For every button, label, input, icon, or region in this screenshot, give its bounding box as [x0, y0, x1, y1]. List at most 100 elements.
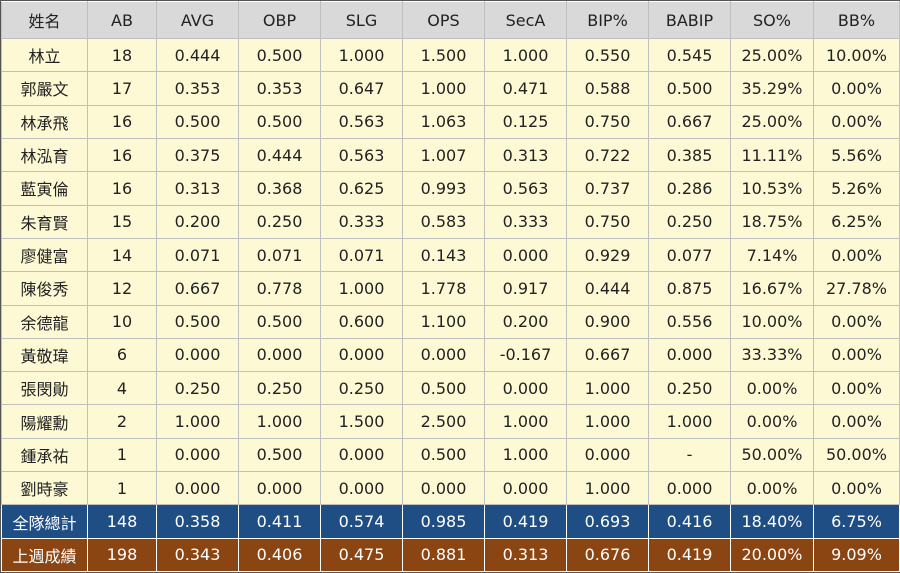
stat-cell: 0.000: [320, 337, 403, 373]
stat-cell: 0.550: [566, 37, 649, 73]
player-name-cell: 余德龍: [1, 304, 88, 339]
table-row: 林承飛 16 0.500 0.500 0.563 1.063 0.125 0.750 0.667…: [1, 104, 900, 139]
summary-stat-cell: 148: [87, 504, 157, 539]
stat-cell: 25.00%: [730, 37, 814, 73]
stat-cell: 0.125: [484, 104, 567, 139]
table-row: 郭嚴文 17 0.353 0.353 0.647 1.000 0.471 0.588 0.500…: [1, 71, 900, 106]
stat-cell: 50.00%: [730, 437, 814, 473]
stat-cell: 1.063: [402, 104, 485, 139]
stat-cell: 0.778: [238, 271, 321, 306]
stat-cell: 1.000: [238, 404, 321, 439]
stat-cell: 16.67%: [730, 271, 814, 306]
stat-cell: 0.500: [156, 104, 239, 139]
stat-cell: 0.00%: [813, 237, 900, 273]
stat-cell: 0.667: [156, 271, 239, 306]
stat-cell: 5.26%: [813, 171, 900, 206]
stat-cell: 0.250: [648, 371, 731, 406]
summary-stat-cell: 198: [87, 537, 157, 573]
player-name-cell: 鍾承祐: [1, 437, 88, 473]
stat-cell: 0.00%: [813, 471, 900, 506]
stat-cell: 0.286: [648, 171, 731, 206]
column-header: OBP: [238, 1, 321, 39]
stat-cell: 0.900: [566, 304, 649, 339]
stat-cell: 0.250: [238, 371, 321, 406]
stat-cell: 0.333: [320, 204, 403, 239]
table-row: 鍾承祐 1 0.000 0.500 0.000 0.500 1.000 0.000-50.00…: [1, 437, 900, 473]
summary-stat-cell: 20.00%: [730, 537, 814, 573]
stat-cell: 0.200: [156, 204, 239, 239]
stat-cell: 0.000: [156, 437, 239, 473]
stat-cell: 0.333: [484, 204, 567, 239]
stat-cell: 0.500: [238, 437, 321, 473]
summary-stat-cell: 0.985: [402, 504, 485, 539]
table-row: 陽耀勳 2 1.000 1.000 1.500 2.500 1.000 1.000 1.000 0…: [1, 404, 900, 439]
table-row: 藍寅倫 16 0.313 0.368 0.625 0.993 0.563 0.737 0.286…: [1, 171, 900, 206]
stat-cell: 0.583: [402, 204, 485, 239]
summary-stat-cell: 6.75%: [813, 504, 900, 539]
stat-cell: 0.500: [238, 104, 321, 139]
stat-cell: 0.00%: [730, 371, 814, 406]
stat-cell: 0.563: [320, 104, 403, 139]
stat-cell: 0.00%: [813, 71, 900, 106]
stat-cell: 14: [87, 237, 157, 273]
stat-cell: 0.588: [566, 71, 649, 106]
stat-cell: 33.33%: [730, 337, 814, 373]
player-name-cell: 陽耀勳: [1, 404, 88, 439]
stat-cell: 0.500: [156, 304, 239, 339]
stat-cell: 0.250: [238, 204, 321, 239]
stat-cell: -: [648, 437, 731, 473]
stat-cell: 1: [87, 437, 157, 473]
stat-cell: 0.00%: [813, 337, 900, 373]
stat-cell: 1.000: [566, 371, 649, 406]
stat-cell: 0.000: [566, 437, 649, 473]
player-name-cell: 張閔勛: [1, 371, 88, 406]
summary-stat-cell: 0.416: [648, 504, 731, 539]
column-header: BB%: [813, 1, 900, 39]
stat-cell: 1.000: [566, 471, 649, 506]
stat-cell: 0.444: [566, 271, 649, 306]
stat-cell: 0.071: [156, 237, 239, 273]
stat-cell: 0.500: [402, 371, 485, 406]
stat-cell: 0.00%: [813, 304, 900, 339]
last-week-row: 上週成績 198 0.343 0.406 0.475 0.881 0.313 0.676 0.4…: [1, 537, 900, 573]
stat-cell: 1.500: [320, 404, 403, 439]
column-header: AB: [87, 1, 157, 39]
stat-cell: 0.000: [402, 471, 485, 506]
summary-stat-cell: 0.411: [238, 504, 321, 539]
table-row: 朱育賢 15 0.200 0.250 0.333 0.583 0.333 0.750 0.250…: [1, 204, 900, 239]
summary-stat-cell: 0.406: [238, 537, 321, 573]
summary-stat-cell: 9.09%: [813, 537, 900, 573]
stat-cell: 15: [87, 204, 157, 239]
player-name-cell: 陳俊秀: [1, 271, 88, 306]
stat-cell: 10.00%: [813, 37, 900, 73]
stat-cell: 35.29%: [730, 71, 814, 106]
stat-cell: 0.444: [156, 37, 239, 73]
stat-cell: 0.000: [238, 337, 321, 373]
summary-label-cell: 全隊總計: [1, 504, 88, 539]
stat-cell: 4: [87, 371, 157, 406]
stat-cell: 0.000: [320, 471, 403, 506]
player-name-cell: 林承飛: [1, 104, 88, 139]
stat-cell: 0.00%: [730, 471, 814, 506]
stat-cell: 1.000: [156, 404, 239, 439]
summary-stat-cell: 0.313: [484, 537, 567, 573]
summary-stat-cell: 18.40%: [730, 504, 814, 539]
stat-cell: 10.53%: [730, 171, 814, 206]
stat-cell: 10: [87, 304, 157, 339]
stat-cell: 0.313: [156, 171, 239, 206]
stat-cell: 0.385: [648, 137, 731, 173]
summary-stat-cell: 0.676: [566, 537, 649, 573]
stat-cell: 1.000: [320, 271, 403, 306]
stat-cell: 1.000: [484, 404, 567, 439]
stat-cell: 0.200: [484, 304, 567, 339]
column-header: SO%: [730, 1, 814, 39]
stat-cell: 12: [87, 271, 157, 306]
stat-cell: 0.545: [648, 37, 731, 73]
stat-cell: 0.444: [238, 137, 321, 173]
stat-cell: 0.625: [320, 171, 403, 206]
stat-cell: 0.600: [320, 304, 403, 339]
stat-cell: 1.000: [484, 37, 567, 73]
stat-cell: 1.000: [566, 404, 649, 439]
summary-stat-cell: 0.343: [156, 537, 239, 573]
